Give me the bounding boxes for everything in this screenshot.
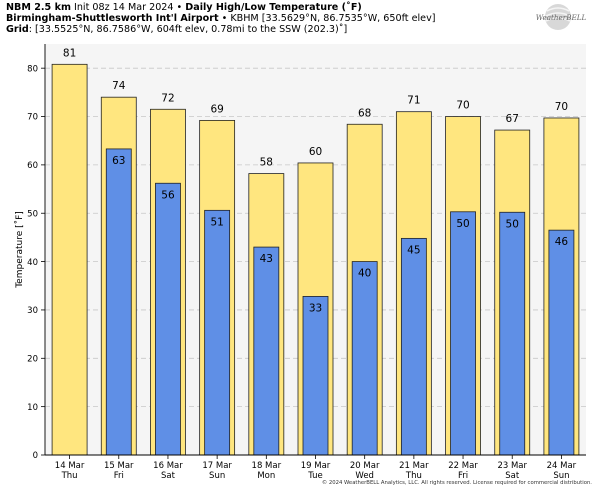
x-tick-day: Thu: [61, 471, 78, 481]
high-temp-label: 58: [260, 157, 273, 169]
low-temp-label: 40: [358, 268, 371, 280]
low-temp-label: 51: [210, 216, 223, 228]
x-tick-day: Wed: [355, 471, 374, 481]
high-temp-label: 68: [358, 107, 371, 119]
low-temp-bar: [400, 237, 427, 456]
low-temp-bar: [548, 229, 575, 456]
x-tick-day: Tue: [307, 471, 323, 481]
high-temp-label: 67: [506, 113, 519, 125]
x-tick-date: 17 Mar: [202, 461, 232, 471]
low-temp-bar: [253, 246, 280, 456]
y-tick-label: 60: [27, 161, 38, 171]
low-temp-bar: [105, 148, 132, 456]
high-temp-label: 60: [309, 146, 322, 158]
y-axis-label: Temperature [˚F]: [14, 211, 25, 289]
low-temp-bar: [499, 211, 526, 456]
low-temperature-series: [105, 148, 575, 456]
y-tick-label: 50: [27, 209, 38, 219]
y-axis: 0 10 20 30 40 50 60 70 80: [27, 44, 46, 461]
x-tick-date: 16 Mar: [153, 461, 183, 471]
high-temp-label: 74: [112, 80, 126, 92]
x-tick-date: 14 Mar: [55, 461, 85, 471]
header-line-grid: Grid: [33.5525°N, 86.7586°W, 604ft elev,…: [6, 24, 347, 36]
x-tick-day: Sat: [161, 471, 176, 481]
high-temp-label: 69: [210, 103, 223, 115]
header-line-model: NBM 2.5 km Init 08z 14 Mar 2024 • Daily …: [6, 2, 362, 14]
low-temp-bar: [204, 209, 231, 456]
high-temp-label: 81: [63, 47, 76, 59]
x-tick-day: Sat: [505, 471, 520, 481]
x-tick-day: Fri: [114, 471, 124, 481]
high-temp-label: 70: [456, 100, 469, 112]
low-temp-label: 45: [407, 244, 420, 256]
station-name: Birmingham-Shuttlesworth Int'l Airport: [6, 13, 219, 24]
low-temp-label: 50: [506, 218, 519, 230]
low-temp-bar: [302, 296, 329, 456]
high-temp-label: 71: [407, 95, 420, 107]
x-tick-day: Fri: [458, 471, 468, 481]
x-tick-date: 23 Mar: [497, 461, 527, 471]
y-tick-label: 40: [27, 258, 38, 268]
logo-wordmark: WeatherBELL: [536, 13, 587, 22]
grid-coords: : [33.5525°N, 86.7586°W, 604ft elev, 0.7…: [28, 24, 348, 35]
y-tick-label: 30: [27, 306, 38, 316]
low-temp-label: 56: [161, 189, 175, 201]
y-tick-label: 10: [27, 403, 38, 413]
x-tick-date: 22 Mar: [448, 461, 478, 471]
low-temp-bar: [351, 261, 378, 456]
x-tick-date: 15 Mar: [104, 461, 134, 471]
y-tick-label: 0: [33, 451, 38, 461]
x-tick-day: Sun: [209, 471, 225, 481]
y-tick-label: 80: [27, 64, 38, 74]
value-labels: 81 74 63 72 56 69 51 58 43 60 33 68 40 71 45 70 50 67 50 70…: [63, 47, 568, 314]
low-temp-bar: [155, 182, 181, 456]
low-temp-label: 46: [555, 236, 569, 248]
y-tick-label: 20: [27, 354, 38, 364]
low-temp-label: 33: [309, 302, 322, 314]
model-name: NBM 2.5 km: [6, 2, 71, 13]
y-tick-label: 70: [27, 113, 38, 123]
weatherbell-logo: WeatherBELL: [536, 4, 587, 30]
high-temp-label: 70: [555, 101, 568, 113]
low-temp-bar: [450, 211, 476, 456]
x-tick-date: 19 Mar: [301, 461, 331, 471]
x-tick-date: 21 Mar: [399, 461, 429, 471]
x-tick-date: 24 Mar: [547, 461, 577, 471]
init-time: Init 08z 14 Mar 2024 •: [70, 2, 186, 13]
x-tick-day: Mon: [257, 471, 275, 481]
low-temp-label: 50: [456, 218, 469, 230]
low-temp-label: 43: [260, 253, 273, 265]
x-tick-day: Sun: [553, 471, 569, 481]
low-temp-label: 63: [112, 155, 125, 167]
x-tick-date: 20 Mar: [350, 461, 380, 471]
x-tick-date: 18 Mar: [252, 461, 282, 471]
grid-label: Grid: [6, 24, 29, 35]
chart-title: Daily High/Low Temperature (˚F): [185, 2, 362, 13]
x-tick-day: Thu: [405, 471, 422, 481]
header-line-station: Birmingham-Shuttlesworth Int'l Airport •…: [6, 13, 436, 25]
station-coords: • KBHM [33.5629°N, 86.7535°W, 650ft elev…: [218, 13, 436, 24]
copyright-notice: © 2024 WeatherBELL Analytics, LLC. All r…: [321, 480, 592, 486]
high-temp-label: 72: [161, 92, 174, 104]
high-temp-bar: [51, 63, 88, 456]
